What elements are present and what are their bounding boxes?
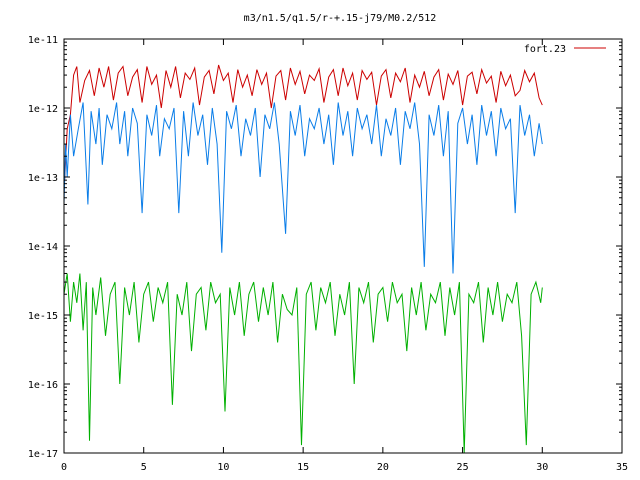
series-line-3 <box>63 273 543 454</box>
chart-title: m3/n1.5/q1.5/r-+.15-j79/M0.2/512 <box>244 13 437 24</box>
series-line-2 <box>63 102 543 274</box>
x-tick-label: 10 <box>217 462 229 473</box>
series-layer <box>63 64 543 454</box>
x-tick-label: 20 <box>377 462 389 473</box>
axes-layer: 0 5 10 15 20 25 30 35 1e-17 1e-16 1e-15 1e-14 1e-13 1… <box>28 35 628 473</box>
y-tick-label: 1e-17 <box>28 449 58 460</box>
x-tick-label: 0 <box>61 462 67 473</box>
x-tick-label: 30 <box>536 462 548 473</box>
x-tick-label: 5 <box>141 462 147 473</box>
y-tick-label: 1e-11 <box>28 35 58 46</box>
x-tick-label: 15 <box>297 462 309 473</box>
legend-label: fort.23 <box>524 44 566 55</box>
y-tick-label: 1e-13 <box>28 173 58 184</box>
y-tick-label: 1e-14 <box>28 242 58 253</box>
y-tick-label: 1e-12 <box>28 104 58 115</box>
y-tick-label: 1e-16 <box>28 380 58 391</box>
x-tick-label: 35 <box>616 462 628 473</box>
legend: fort.23 <box>524 44 606 55</box>
x-tick-label: 25 <box>457 462 469 473</box>
series-line-1 <box>63 64 543 193</box>
y-tick-label: 1e-15 <box>28 311 58 322</box>
